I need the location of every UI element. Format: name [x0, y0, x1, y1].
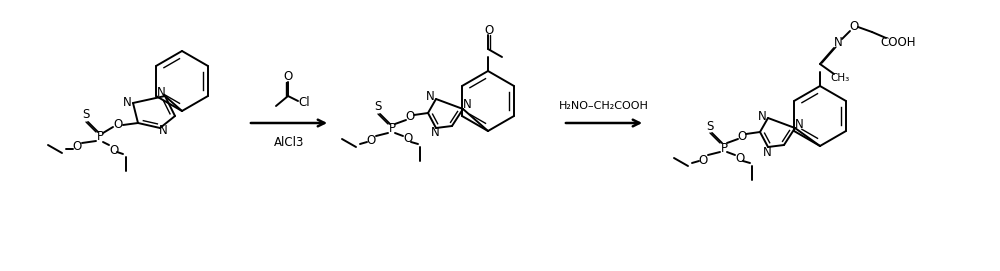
Text: O: O [366, 134, 376, 147]
Text: O: O [113, 118, 123, 131]
Text: N: N [763, 146, 771, 159]
Text: O: O [737, 130, 747, 143]
Text: N: N [426, 91, 434, 104]
Text: N: N [159, 124, 167, 137]
Text: N: N [463, 98, 471, 111]
Text: CH₃: CH₃ [830, 73, 850, 83]
Text: P: P [96, 131, 104, 144]
Text: N: N [834, 36, 842, 49]
Text: O: O [735, 151, 745, 164]
Text: O: O [484, 24, 494, 37]
Text: O: O [283, 70, 293, 83]
Text: P: P [388, 122, 396, 136]
Text: N: N [157, 86, 165, 99]
Text: COOH: COOH [880, 36, 916, 49]
Text: O: O [72, 140, 82, 153]
Text: O: O [405, 111, 415, 124]
Text: S: S [82, 108, 90, 121]
Text: AlCl3: AlCl3 [274, 137, 304, 150]
Text: Cl: Cl [298, 95, 310, 108]
Text: N: N [123, 95, 131, 108]
Text: N: N [795, 118, 803, 131]
Text: O: O [849, 20, 859, 33]
Text: O: O [403, 133, 413, 146]
Text: O: O [698, 153, 708, 166]
Text: P: P [720, 141, 728, 154]
Text: N: N [431, 127, 439, 140]
Text: N: N [758, 109, 766, 122]
Text: O: O [109, 144, 119, 156]
Text: S: S [706, 120, 714, 133]
Text: S: S [374, 101, 382, 114]
Text: H₂NO–CH₂COOH: H₂NO–CH₂COOH [559, 101, 649, 111]
